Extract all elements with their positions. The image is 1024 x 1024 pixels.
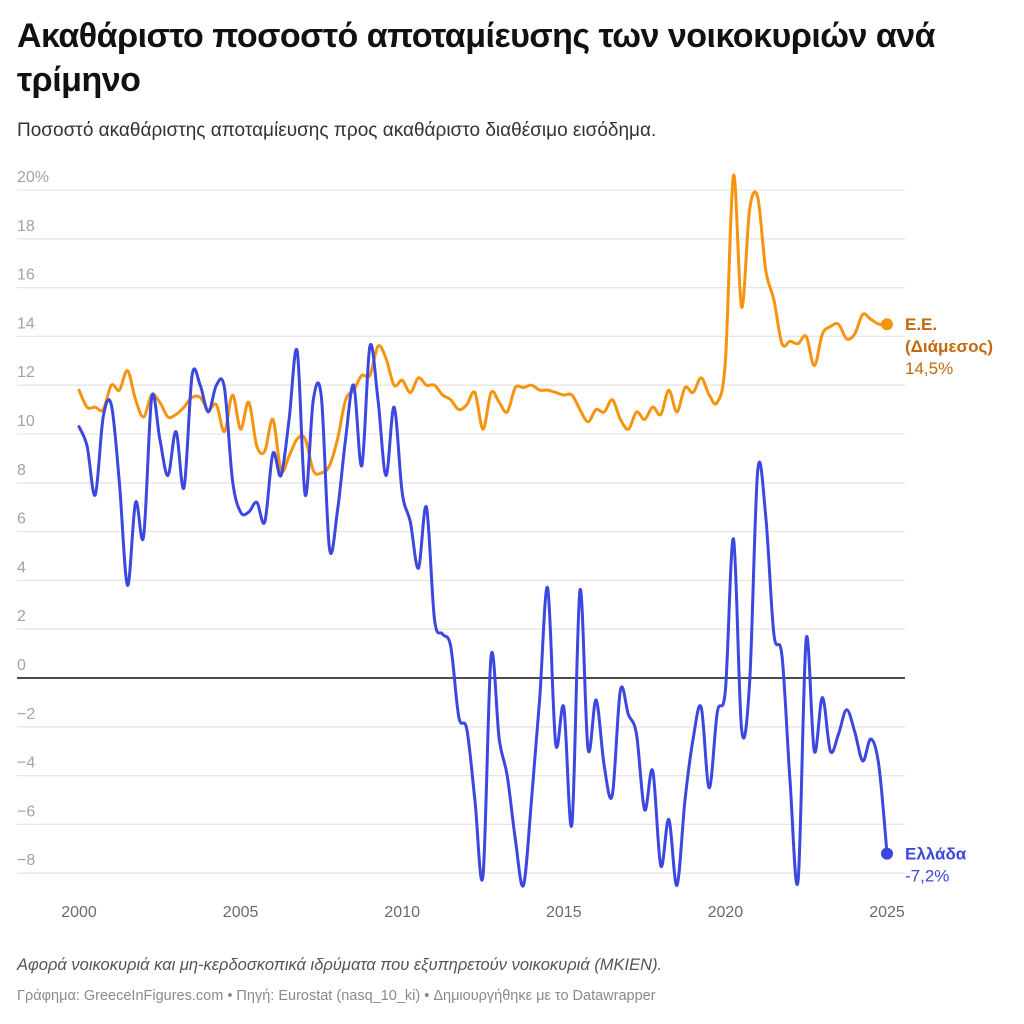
x-tick-label: 2005: [223, 904, 259, 921]
x-axis-ticks: 2000 2005 2010 2015 2020 2025: [61, 904, 905, 921]
chart-subtitle: Ποσοστό ακαθάριστης αποταμίευσης προς ακ…: [17, 120, 657, 141]
y-tick-label: 4: [17, 559, 26, 576]
series-line-eu-median: [77, 173, 889, 476]
x-tick-label: 2015: [546, 904, 582, 921]
y-tick-label: −8: [17, 852, 35, 869]
series-last-value-greece: -7,2%: [905, 867, 949, 886]
y-tick-label: 16: [17, 267, 35, 284]
gridlines: [17, 189, 905, 874]
y-tick-label: 8: [17, 462, 26, 479]
y-tick-label: 6: [17, 511, 26, 528]
series-labels: Ε.Ε. (Διάμεσος) 14,5% Ελλάδα -7,2%: [905, 315, 993, 885]
series-line-greece: [77, 342, 889, 888]
series-label-greece: Ελλάδα: [905, 845, 967, 864]
series-last-value-eu-median: 14,5%: [905, 359, 953, 378]
y-tick-label: −6: [17, 803, 35, 820]
y-tick-label: 10: [17, 413, 35, 430]
y-tick-label: 2: [17, 608, 26, 625]
chart-title: Ακαθάριστο ποσοστό αποταμίευσης των νοικ…: [17, 17, 936, 99]
y-tick-label: 20%: [17, 169, 49, 186]
x-tick-label: 2020: [708, 904, 744, 921]
end-dot-greece: [881, 847, 893, 860]
y-tick-label: 14: [17, 315, 35, 332]
y-tick-label: −4: [17, 755, 35, 772]
x-tick-label: 2000: [61, 904, 97, 921]
chart-byline: Γράφημα: GreeceInFigures.com • Πηγή: Eur…: [17, 988, 656, 1004]
series-label-eu-median: Ε.Ε.: [905, 315, 937, 334]
series-lines: [77, 173, 893, 888]
y-tick-label: 12: [17, 364, 35, 381]
end-dot-eu-median: [881, 318, 893, 331]
y-axis-ticks: 20% 18 16 14 12 10 8 6 4 2 0 −2 −4 −6 −8: [17, 169, 49, 869]
x-tick-label: 2025: [869, 904, 905, 921]
y-tick-label: −2: [17, 706, 35, 723]
chart-notes: Αφορά νοικοκυριά και μη-κερδοσκοπικά ιδρ…: [17, 956, 663, 974]
x-tick-label: 2010: [384, 904, 420, 921]
y-tick-label: 0: [17, 657, 26, 674]
y-tick-label: 18: [17, 218, 35, 235]
series-label-eu-median: (Διάμεσος): [905, 337, 993, 356]
